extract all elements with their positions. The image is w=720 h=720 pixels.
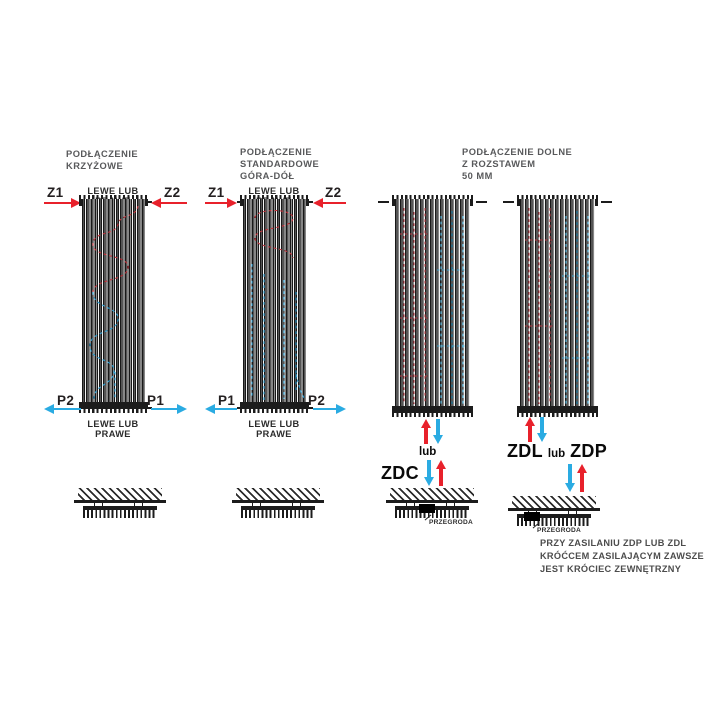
- z1-label: Z1: [47, 185, 64, 200]
- z1-label: Z1: [208, 185, 225, 200]
- flow-down-arrow-icon: [537, 417, 547, 442]
- flow-down-arrow-icon: [565, 464, 575, 492]
- return-arrow-p1-icon: [205, 404, 237, 414]
- radiator-top-tube-ends: [79, 195, 148, 199]
- radiator-cross-bar: [241, 505, 315, 510]
- radiator-top-tube-ends: [392, 195, 473, 199]
- section1-title: PODŁĄCZENIE KRZYŻOWE: [66, 149, 139, 171]
- return-arrow-p2-icon: [313, 404, 346, 414]
- wall-cross-section-1: [74, 488, 166, 524]
- flow-up-arrow-icon: [577, 464, 587, 492]
- radiator-top-tube-ends: [240, 195, 309, 199]
- radiator-graphic-1: [79, 195, 148, 413]
- radiator-top-tube-ends: [517, 195, 598, 199]
- pipe-stub-icon: [306, 201, 313, 203]
- radiator-tubes: [82, 199, 145, 409]
- flow-up-arrow-icon: [525, 417, 535, 442]
- pipe-stub-icon: [306, 407, 313, 409]
- wall-cross-section-2: [232, 488, 324, 524]
- partition-block: [524, 511, 540, 521]
- zdp-label: ZDP: [570, 441, 608, 461]
- radiator-bottom-header: [392, 406, 473, 413]
- supply-arrow-z2-icon: [151, 198, 187, 208]
- radiator-tube-ends: [241, 509, 315, 518]
- flow-up-arrow-icon: [436, 460, 446, 486]
- wall-cross-section-3: PRZEGRODA: [386, 488, 478, 526]
- flow-paths-svg: [525, 208, 590, 404]
- flow-up-arrow-icon: [421, 419, 431, 444]
- radiator-graphic-2: [240, 195, 309, 413]
- return-arrow-p1-icon: [151, 404, 187, 414]
- zdl-zdp-label-row: ZDL lub ZDP: [507, 441, 607, 462]
- supply-arrow-z2-icon: [313, 198, 346, 208]
- wall-line: [232, 500, 324, 503]
- wall-line: [386, 500, 478, 503]
- mounting-bracket-icon: [446, 502, 455, 507]
- zdc-label: ZDC: [381, 463, 419, 483]
- lub-label: lub: [547, 448, 566, 460]
- partition-block: [419, 503, 435, 513]
- footnote: PRZY ZASILANIU ZDP LUB ZDL KRÓĆCEM ZASIL…: [540, 538, 704, 574]
- radiator-bottom-tube-ends: [79, 409, 148, 413]
- p1-label: P1: [147, 393, 165, 408]
- flow-down-arrow-icon: [424, 460, 434, 486]
- flow-paths-svg: [89, 206, 139, 400]
- mounting-bracket-icon: [292, 502, 301, 507]
- pipe-stub-icon: [601, 201, 612, 203]
- flow-paths-svg: [251, 209, 306, 400]
- radiator-bottom-header: [79, 402, 148, 409]
- p2-label: P2: [57, 393, 75, 408]
- return-arrow-p2-icon: [44, 404, 81, 414]
- mounting-bracket-icon: [252, 502, 261, 507]
- section3-title: PODŁĄCZENIE DOLNE Z ROZSTAWEM 50 MM: [462, 147, 573, 181]
- radiator-tubes: [520, 199, 595, 413]
- mounting-bracket-icon: [134, 502, 143, 507]
- radiator-tube-ends: [517, 517, 591, 526]
- flow-down-arrow-icon: [433, 419, 443, 444]
- wall-line: [74, 500, 166, 503]
- p2-label: P2: [308, 393, 326, 408]
- radiator-cross-bar: [517, 513, 591, 518]
- radiator-cross-bar: [83, 505, 157, 510]
- radiator-bottom-tube-ends: [517, 413, 598, 417]
- p1-label: P1: [218, 393, 236, 408]
- mounting-bracket-icon: [406, 502, 415, 507]
- pipe-stub-icon: [503, 201, 514, 203]
- radiator-bottom-header: [517, 406, 598, 413]
- radiator-graphic-3: [392, 195, 473, 417]
- wall-hatch: [236, 488, 320, 500]
- pipe-stub-icon: [476, 201, 487, 203]
- supply-arrow-z1-icon: [44, 198, 81, 208]
- radiator-bottom-header: [240, 402, 309, 409]
- pipe-stub-icon: [237, 407, 243, 409]
- przegroda-label: PRZEGRODA: [429, 519, 473, 526]
- section2-title: PODŁĄCZENIE STANDARDOWE GÓRA-DÓŁ: [240, 147, 320, 181]
- bottom-caption-2: LEWE LUB PRAWE: [248, 419, 300, 439]
- radiator-graphic-4: [517, 195, 598, 417]
- supply-arrow-z1-icon: [205, 198, 237, 208]
- radiator-bottom-tube-ends: [392, 413, 473, 417]
- z2-label: Z2: [325, 185, 342, 200]
- flow-paths-svg: [400, 208, 465, 404]
- zdl-label: ZDL: [507, 441, 543, 461]
- wall-cross-section-4: PRZEGRODA: [508, 496, 600, 534]
- pipe-stub-icon: [145, 407, 152, 409]
- radiator-bottom-tube-ends: [240, 409, 309, 413]
- przegroda-label: PRZEGRODA: [537, 527, 581, 534]
- lub-label: lub: [419, 446, 437, 458]
- wall-line: [508, 508, 600, 511]
- z2-label: Z2: [164, 185, 181, 200]
- pipe-stub-icon: [145, 201, 152, 203]
- mounting-bracket-icon: [568, 510, 577, 515]
- pipe-stub-icon: [378, 201, 389, 203]
- radiator-tube-ends: [83, 509, 157, 518]
- radiator-tubes: [395, 199, 470, 413]
- wall-hatch: [512, 496, 596, 508]
- bottom-caption-1: LEWE LUB PRAWE: [87, 419, 139, 439]
- wall-hatch: [390, 488, 474, 500]
- wall-hatch: [78, 488, 162, 500]
- mounting-bracket-icon: [94, 502, 103, 507]
- radiator-tube-ends: [395, 509, 469, 518]
